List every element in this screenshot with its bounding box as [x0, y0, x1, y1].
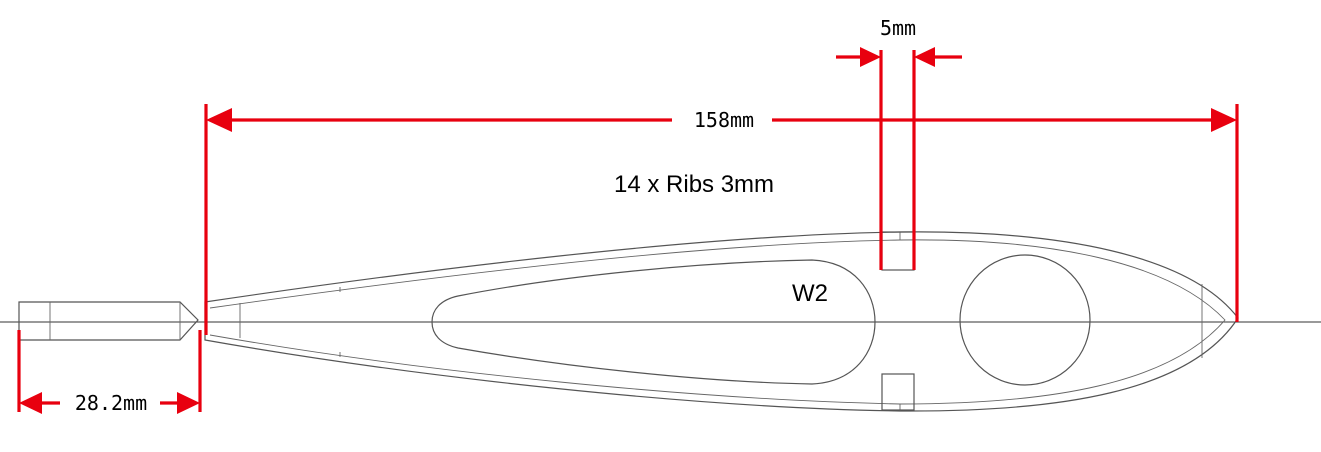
- slot-width-label: 5mm: [880, 16, 916, 40]
- rib-outline: [204, 231, 1239, 412]
- dimension-slot-width: [836, 47, 962, 270]
- rib-length-label: 158mm: [694, 108, 754, 132]
- tail-piece: [18, 301, 199, 341]
- rib-spec-note: 14 x Ribs 3mm: [614, 171, 774, 198]
- part-label: W2: [792, 280, 828, 307]
- lightening-hole-teardrop: [431, 259, 876, 385]
- spar-slot-bottom: [881, 373, 915, 411]
- dimension-rib-length: [204, 104, 1239, 335]
- dimension-tail-length: [17, 330, 202, 414]
- lightening-hole-circle: [959, 254, 1091, 386]
- spar-slot-top: [881, 231, 915, 271]
- tail-length-label: 28.2mm: [75, 391, 147, 415]
